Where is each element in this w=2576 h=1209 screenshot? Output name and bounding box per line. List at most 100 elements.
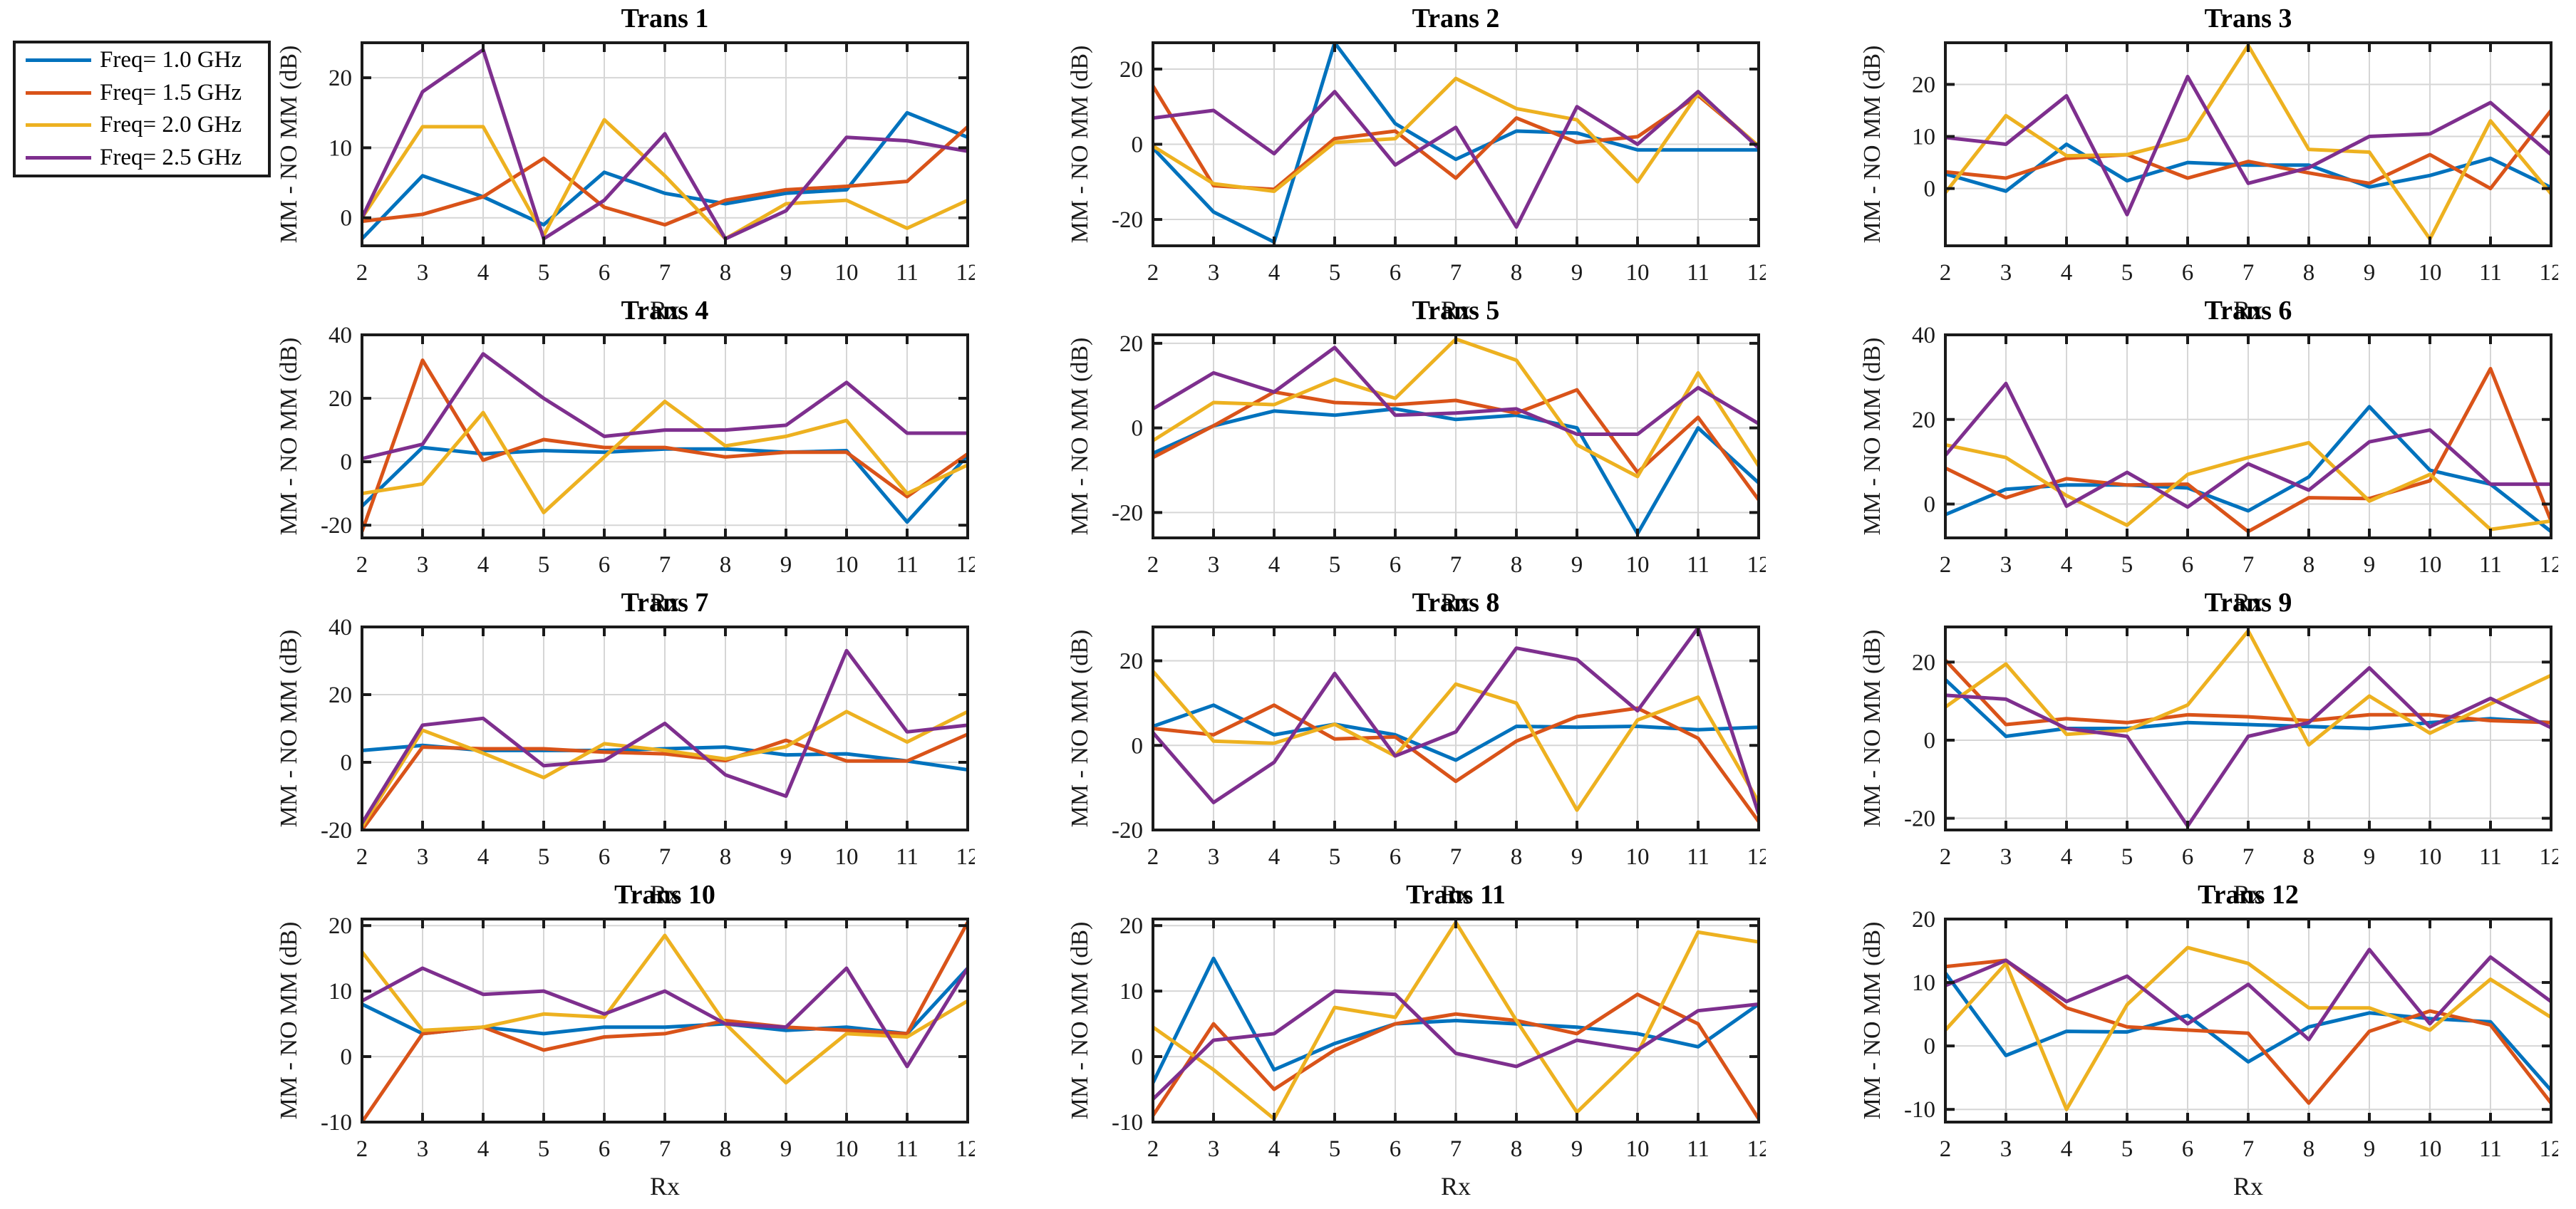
series-line-freq-1-5-ghz xyxy=(1945,109,2551,191)
x-tick-label: 8 xyxy=(1511,1136,1523,1162)
x-tick-label: 7 xyxy=(2243,844,2255,870)
x-tick-label: 12 xyxy=(956,1136,976,1162)
x-tick-label: 3 xyxy=(417,1136,429,1162)
series-line-freq-2-5-ghz xyxy=(362,648,968,824)
y-tick-label: 40 xyxy=(329,323,352,348)
y-tick-label: 0 xyxy=(1132,1044,1144,1070)
subplot-trans-3: 2 3 4 5 6 7 8 9 10 11 12 0 10 20 Trans 3 Rx MM - NO MM (… xyxy=(1853,0,2558,328)
series-line-freq-1-5-ghz xyxy=(1945,958,2551,1105)
x-tick-label: 10 xyxy=(835,552,859,578)
series-line-freq-2-0-ghz xyxy=(362,933,968,1085)
y-tick-label: 20 xyxy=(1119,913,1143,939)
x-tick-label: 9 xyxy=(780,1136,792,1162)
y-axis-label: MM - NO MM (dB) xyxy=(276,46,302,244)
x-tick-label: 5 xyxy=(2121,552,2133,578)
x-tick-label: 2 xyxy=(356,844,368,870)
x-tick-label: 11 xyxy=(896,260,919,286)
y-axis-label: MM - NO MM (dB) xyxy=(1067,46,1093,244)
x-tick-label: 10 xyxy=(2419,844,2442,870)
x-tick-label: 4 xyxy=(2061,844,2073,870)
y-tick-label: 0 xyxy=(1924,1034,1936,1059)
legend-item-freq-2-5-ghz: Freq= 2.5 GHz xyxy=(16,142,268,173)
series-line-freq-2-5-ghz xyxy=(362,352,968,461)
x-axis-label: Rx xyxy=(2233,296,2263,324)
chart-title: Trans 6 xyxy=(2205,296,2292,326)
x-tick-label: 5 xyxy=(2121,844,2133,870)
x-tick-label: 11 xyxy=(896,1136,919,1162)
x-tick-label: 9 xyxy=(780,260,792,286)
x-tick-label: 5 xyxy=(538,844,550,870)
y-tick-label: -20 xyxy=(321,818,352,844)
chart-title: Trans 12 xyxy=(2198,880,2299,910)
x-tick-label: 5 xyxy=(2121,1136,2133,1162)
x-tick-label: 7 xyxy=(2243,260,2255,286)
legend-item-freq-2-0-ghz: Freq= 2.0 GHz xyxy=(16,110,268,141)
series-line-freq-1-0-ghz xyxy=(1153,703,1759,762)
x-tick-label: 9 xyxy=(2364,552,2376,578)
series-line-freq-1-0-ghz xyxy=(362,110,968,240)
y-tick-label: -10 xyxy=(1112,1110,1143,1136)
x-tick-label: 3 xyxy=(1208,844,1220,870)
x-tick-label: 8 xyxy=(1511,260,1523,286)
x-tick-label: 11 xyxy=(1687,552,1709,578)
series-line-freq-2-0-ghz xyxy=(362,710,968,828)
subplot-trans-1: 2 3 4 5 6 7 8 9 10 11 12 0 10 20 Trans 1 Rx MM - NO MM (… xyxy=(269,0,975,328)
x-axis-label: Rx xyxy=(1441,880,1471,908)
y-tick-label: 40 xyxy=(329,615,352,640)
x-axis-label: Rx xyxy=(2233,880,2263,908)
x-tick-label: 8 xyxy=(2303,1136,2315,1162)
series-line-freq-2-5-ghz xyxy=(1153,627,1759,815)
series-line-freq-2-5-ghz xyxy=(362,48,968,241)
x-tick-label: 2 xyxy=(1940,844,1952,870)
series-line-freq-2-5-ghz xyxy=(1945,948,2551,1042)
x-tick-label: 5 xyxy=(2121,260,2133,286)
y-tick-label: 10 xyxy=(1912,970,1935,996)
legend-item-label: Freq= 2.5 GHz xyxy=(100,144,242,170)
x-tick-label: 8 xyxy=(2303,260,2315,286)
y-tick-label: -10 xyxy=(1904,1097,1935,1123)
x-tick-label: 6 xyxy=(2182,552,2194,578)
x-tick-label: 12 xyxy=(1747,260,1767,286)
series-line-freq-2-5-ghz xyxy=(1945,666,2551,828)
x-tick-label: 3 xyxy=(417,552,429,578)
subplot-trans-5: 2 3 4 5 6 7 8 9 10 11 12 -20 0 20 Trans 5 Rx MM - NO MM … xyxy=(1060,292,1766,620)
x-tick-label: 11 xyxy=(2479,552,2502,578)
x-tick-label: 4 xyxy=(477,844,490,870)
x-tick-label: 8 xyxy=(1511,552,1523,578)
x-tick-label: 3 xyxy=(417,260,429,286)
x-tick-label: 7 xyxy=(1450,1136,1462,1162)
x-tick-label: 12 xyxy=(956,552,976,578)
series-line-freq-2-5-ghz xyxy=(1153,989,1759,1101)
series-line-freq-2-0-ghz xyxy=(1945,440,2551,531)
x-tick-label: 3 xyxy=(1208,552,1220,578)
x-tick-label: 9 xyxy=(1571,552,1583,578)
y-axis-label: MM - NO MM (dB) xyxy=(276,630,302,828)
x-tick-label: 2 xyxy=(1147,260,1159,286)
x-tick-label: 10 xyxy=(1626,844,1650,870)
x-tick-label: 4 xyxy=(2061,1136,2073,1162)
x-tick-label: 7 xyxy=(659,260,671,286)
x-tick-label: 6 xyxy=(599,844,611,870)
y-tick-label: 0 xyxy=(341,206,353,232)
x-tick-label: 8 xyxy=(1511,844,1523,870)
x-tick-label: 9 xyxy=(1571,1136,1583,1162)
x-tick-label: 10 xyxy=(1626,552,1650,578)
x-tick-label: 2 xyxy=(1940,552,1952,578)
y-axis-label: MM - NO MM (dB) xyxy=(1067,630,1093,828)
series-line-freq-2-0-ghz xyxy=(1153,670,1759,812)
series-line-freq-1-5-ghz xyxy=(1153,703,1759,823)
x-tick-label: 4 xyxy=(1268,1136,1281,1162)
y-tick-label: 10 xyxy=(1119,979,1143,1005)
y-tick-label: 10 xyxy=(329,979,352,1005)
legend-line-swatch xyxy=(26,90,91,95)
series-line-freq-1-0-ghz xyxy=(1945,972,2551,1092)
y-tick-label: 20 xyxy=(1119,57,1143,83)
x-tick-label: 6 xyxy=(1390,844,1402,870)
x-axis-label: Rx xyxy=(650,880,680,908)
x-tick-label: 11 xyxy=(896,552,919,578)
